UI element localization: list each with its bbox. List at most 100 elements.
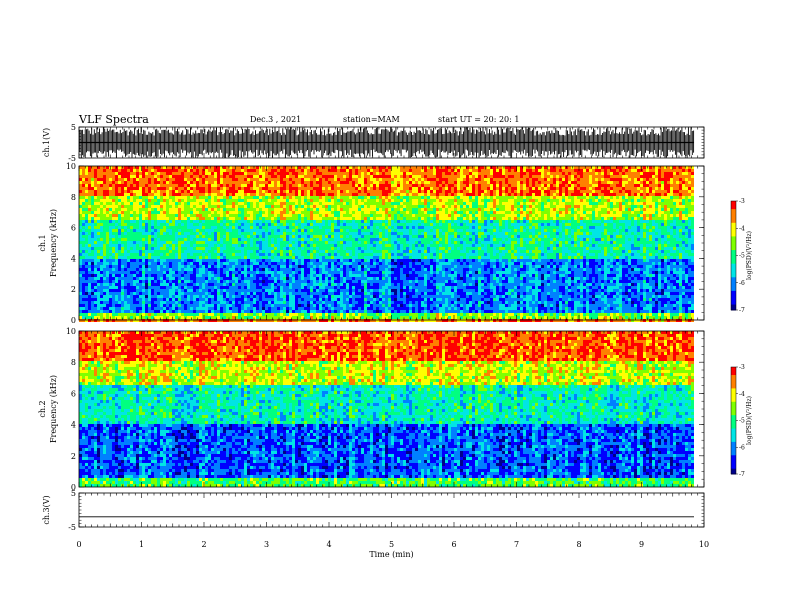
spectrogram-cell [283,178,286,181]
spectrogram-cell [229,214,232,217]
spectrogram-cell [148,286,151,289]
spectrogram-cell [133,277,136,280]
spectrogram-cell [190,193,193,196]
spectrogram-cell [148,184,151,187]
spectrogram-cell [283,313,286,316]
spectrogram-cell [133,214,136,217]
spectrogram-cell [88,211,91,214]
spectrogram-cell [247,172,250,175]
spectrogram-cell [181,172,184,175]
spectrogram-cell [199,202,202,205]
spectrogram-cell [214,277,217,280]
spectrogram-cell [106,280,109,283]
spectrogram-cell [121,205,124,208]
spectrogram-cell [175,208,178,211]
spectrogram-cell [187,166,190,169]
spectrogram-cell [127,235,130,238]
spectrogram-cell [181,301,184,304]
spectrogram-cell [310,271,313,274]
spectrogram-cell [139,283,142,286]
spectrogram-cell [79,214,82,217]
spectrogram-cell [301,259,304,262]
spectrogram-cell [271,172,274,175]
spectrogram-cell [157,217,160,220]
spectrogram-cell [208,271,211,274]
spectrogram-cell [151,223,154,226]
spectrogram-cell [106,229,109,232]
spectrogram-cell [211,181,214,184]
spectrogram-cell [103,298,106,301]
spectrogram-cell [100,289,103,292]
spectrogram-cell [103,187,106,190]
spectrogram-cell [148,205,151,208]
spectrogram-cell [82,166,85,169]
spectrogram-cell [151,265,154,268]
spectrogram-cell [136,214,139,217]
spectrogram-cell [307,304,310,307]
spectrogram-cell [175,292,178,295]
spectrogram-cell [277,289,280,292]
spectrogram-cell [148,319,151,322]
spectrogram-cell [178,226,181,229]
spectrogram-cell [172,190,175,193]
spectrogram-cell [250,220,253,223]
spectrogram-cell [124,208,127,211]
spectrogram-cell [226,298,229,301]
spectrogram-cell [202,271,205,274]
spectrogram-cell [184,262,187,265]
spectrogram-cell [271,217,274,220]
spectrogram-cell [184,313,187,316]
spectrogram-cell [121,292,124,295]
spectrogram-cell [181,307,184,310]
spectrogram-cell [301,277,304,280]
spectrogram-cell [259,223,262,226]
spectrogram-cell [307,265,310,268]
spectrogram-cell [253,202,256,205]
spectrogram-cell [151,196,154,199]
spectrogram-cell [178,223,181,226]
spectrogram-cell [85,274,88,277]
spectrogram-cell [154,214,157,217]
spectrogram-cell [307,205,310,208]
spectrogram-cell [160,289,163,292]
spectrogram-cell [250,193,253,196]
spectrogram-cell [184,304,187,307]
spectrogram-cell [124,295,127,298]
spectrogram-cell [196,214,199,217]
spectrogram-cell [268,298,271,301]
spectrogram-cell [178,202,181,205]
spectrogram-cell [85,208,88,211]
spectrogram-cell [301,262,304,265]
spectrogram-cell [277,244,280,247]
spectrogram-cell [298,253,301,256]
spectrogram-cell [313,259,316,262]
spectrogram-cell [307,247,310,250]
spectrogram-cell [178,193,181,196]
spectrogram-cell [259,220,262,223]
spectrogram-cell [268,283,271,286]
spectrogram-cell [133,205,136,208]
spectrogram-cell [211,298,214,301]
spectrogram-cell [304,205,307,208]
spectrogram-cell [139,208,142,211]
spectrogram-cell [91,190,94,193]
spectrogram-cell [274,271,277,274]
spectrogram-cell [250,259,253,262]
spectrogram-cell [109,226,112,229]
spectrogram-cell [103,181,106,184]
spectrogram-cell [262,307,265,310]
spectrogram-cell [184,175,187,178]
spectrogram-cell [85,250,88,253]
spectrogram-cell [130,181,133,184]
spectrogram-cell [148,256,151,259]
spectrogram-cell [214,178,217,181]
spectrogram-cell [112,208,115,211]
spectrogram-cell [274,247,277,250]
spectrogram-cell [136,199,139,202]
spectrogram-cell [217,196,220,199]
spectrogram-cell [181,316,184,319]
spectrogram-cell [238,253,241,256]
spectrogram-cell [205,307,208,310]
spectrogram-cell [313,253,316,256]
